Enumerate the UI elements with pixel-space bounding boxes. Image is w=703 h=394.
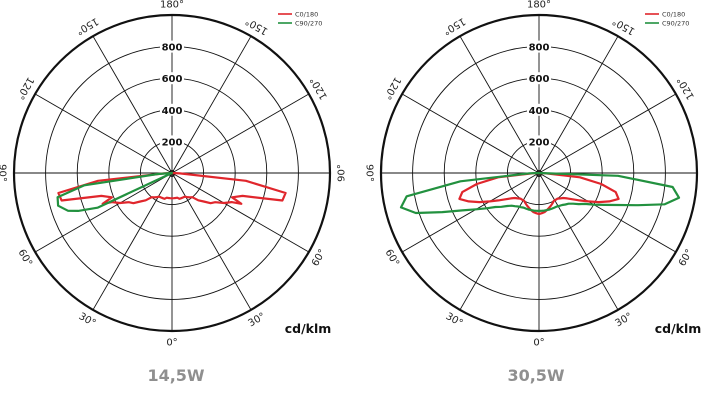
grid-radial-120 <box>539 94 676 173</box>
unit-label: cd/klm <box>285 321 332 336</box>
angle-label: 90° <box>337 164 348 182</box>
ring-tick-label-zero: 0 <box>536 169 543 180</box>
ring-tick-label: 600 <box>162 74 183 85</box>
unit-label: cd/klm <box>655 321 702 336</box>
ring-tick-label: 200 <box>162 137 183 148</box>
angle-label: 0° <box>166 338 177 349</box>
angle-label: 60° <box>16 248 34 269</box>
grid-radial-30 <box>539 173 618 310</box>
legend-entry: C0/180 <box>662 10 685 18</box>
angle-label: 30° <box>444 311 465 329</box>
grid-radial-60 <box>539 173 676 252</box>
grid-radial-60 <box>172 173 309 252</box>
legend-entry: C0/180 <box>295 10 318 18</box>
ring-tick-label: 600 <box>529 74 550 85</box>
angle-label: 30° <box>614 311 635 329</box>
angle-label: 60° <box>310 248 328 269</box>
ring-tick-label: 800 <box>162 43 183 54</box>
grid-radial-300 <box>35 173 172 252</box>
angle-label: 30° <box>77 311 98 329</box>
grid-radial-120 <box>172 94 309 173</box>
ring-tick-label: 200 <box>529 137 550 148</box>
polar-chart-1: 2004006008000180°150°150°120°120°90°90°6… <box>0 0 348 349</box>
angle-label: 60° <box>383 248 401 269</box>
ring-tick-label: 400 <box>529 106 550 117</box>
grid-radial-240 <box>402 94 539 173</box>
caption-chart-1: 14,5W <box>76 366 276 385</box>
angle-label: 90° <box>0 164 8 182</box>
angle-label: 60° <box>677 248 695 269</box>
caption-chart-2: 30,5W <box>436 366 636 385</box>
grid-radial-240 <box>35 94 172 173</box>
angle-label: 180° <box>160 0 184 11</box>
grid-radial-330 <box>460 173 539 310</box>
angle-label: 0° <box>533 338 544 349</box>
polar-chart-2: 2004006008000180°150°150°120°120°90°90°6… <box>364 0 703 349</box>
angle-label: 180° <box>527 0 551 11</box>
angle-label: 90° <box>364 164 375 182</box>
grid-radial-330 <box>93 173 172 310</box>
ring-tick-label: 800 <box>529 43 550 54</box>
ring-tick-label: 400 <box>162 106 183 117</box>
angle-label: 30° <box>247 311 268 329</box>
legend-entry: C90/270 <box>662 19 689 27</box>
grid-radial-30 <box>172 173 251 310</box>
legend-entry: C90/270 <box>295 19 322 27</box>
